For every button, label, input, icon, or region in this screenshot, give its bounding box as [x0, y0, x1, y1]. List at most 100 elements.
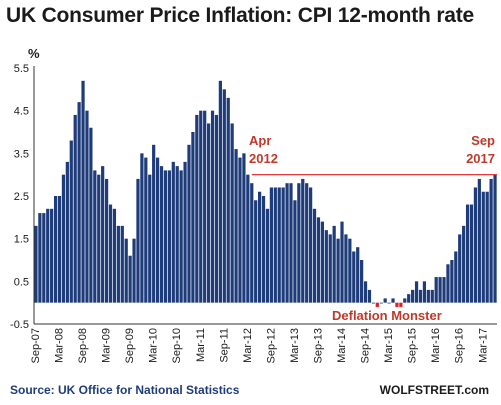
x-tick-label: Sep-16: [454, 328, 466, 363]
bar: [489, 178, 493, 303]
bar: [61, 174, 66, 303]
axes-group: [33, 66, 497, 325]
bar: [289, 183, 293, 303]
bar: [81, 80, 85, 303]
bar: [407, 294, 411, 303]
bar: [128, 255, 132, 303]
bar: [465, 204, 470, 303]
bar: [411, 289, 415, 303]
bar: [473, 187, 478, 303]
annotation-sep: Sep: [471, 133, 495, 148]
x-tick-label: Mar-10: [148, 328, 160, 363]
bar: [363, 281, 368, 303]
bar: [422, 281, 427, 303]
bar: [246, 174, 250, 303]
bar: [34, 225, 38, 303]
bar: [301, 178, 305, 303]
annotation-2012: 2012: [249, 151, 278, 166]
y-tick-label: 4.5: [14, 106, 29, 118]
bar: [167, 170, 171, 303]
bar: [261, 196, 266, 303]
bar: [191, 132, 195, 303]
bar: [203, 110, 207, 303]
bar: [159, 166, 164, 303]
x-tick-label: Sep-07: [30, 328, 42, 363]
y-tick-label: 2.5: [14, 191, 29, 203]
bar: [391, 298, 395, 303]
bar: [53, 196, 58, 303]
bar: [273, 187, 277, 303]
bar: [187, 144, 191, 303]
bar: [199, 110, 203, 303]
bar: [328, 234, 332, 303]
bar: [140, 153, 144, 303]
bar: [340, 221, 344, 303]
bar: [112, 208, 117, 303]
bar: [206, 123, 211, 303]
bar: [395, 302, 399, 307]
bar: [250, 183, 254, 303]
bar: [226, 97, 230, 303]
bar: [120, 225, 124, 303]
source-note: Source: UK Office for National Statistic…: [10, 383, 240, 397]
bar: [442, 277, 446, 303]
bar: [230, 123, 234, 303]
x-tick-label: Sep-09: [124, 328, 136, 363]
bar: [269, 187, 273, 303]
bar: [65, 161, 69, 303]
bar: [50, 208, 54, 303]
bar: [418, 289, 423, 303]
x-tick-label: Mar-08: [54, 328, 66, 363]
x-tick-label: Mar-16: [430, 328, 442, 363]
x-tick-label: Mar-14: [336, 328, 348, 363]
bar: [454, 251, 458, 303]
x-tick-label: Sep-15: [407, 328, 419, 363]
bar: [73, 114, 77, 303]
bar: [426, 289, 430, 303]
x-tick-label: Sep-08: [77, 328, 89, 363]
bar: [277, 187, 281, 303]
bar: [124, 238, 128, 303]
bar: [332, 225, 336, 303]
bar: [46, 208, 50, 303]
bar: [254, 200, 258, 303]
annotation-2017: 2017: [466, 151, 495, 166]
bar: [152, 144, 156, 303]
bar: [450, 260, 454, 303]
bar: [148, 174, 152, 303]
bar: [144, 157, 148, 303]
y-axis-ticks: 5.5 4.5 3.5 2.5 1.5 0.5 -0.5: [10, 63, 29, 331]
bar: [238, 157, 242, 303]
bar: [57, 196, 62, 303]
bar: [93, 170, 97, 303]
y-tick-label: 0.5: [14, 276, 29, 288]
bar: [485, 191, 489, 303]
y-tick-label: 1.5: [14, 234, 29, 246]
bar: [469, 204, 474, 303]
bar: [281, 187, 285, 303]
bar: [477, 178, 481, 303]
bar: [218, 80, 222, 303]
bar: [430, 289, 434, 303]
x-axis-ticks: Sep-07 Mar-08 Sep-08 Mar-09 Sep-09 Mar-10 Sep-…: [30, 328, 501, 363]
bar: [38, 213, 42, 303]
bar: [214, 114, 219, 303]
annotation-apr: Apr: [249, 133, 271, 148]
bar: [175, 166, 179, 303]
bar: [458, 234, 462, 303]
bar: [234, 149, 238, 303]
bar: [97, 174, 101, 303]
bar: [293, 200, 297, 303]
bar: [222, 89, 226, 303]
chart-title: UK Consumer Price Inflation: CPI 12-mont…: [6, 4, 475, 27]
bar: [446, 264, 450, 303]
bar: [481, 191, 485, 303]
credit-label: WOLFSTREET.com: [379, 383, 489, 397]
x-tick-label: Mar-13: [289, 328, 301, 363]
bar: [320, 221, 324, 303]
x-tick-label: Sep-14: [360, 328, 372, 363]
bar: [336, 238, 340, 303]
x-tick-label: Mar-17: [477, 328, 489, 363]
bar: [285, 183, 289, 303]
bar: [367, 289, 372, 303]
